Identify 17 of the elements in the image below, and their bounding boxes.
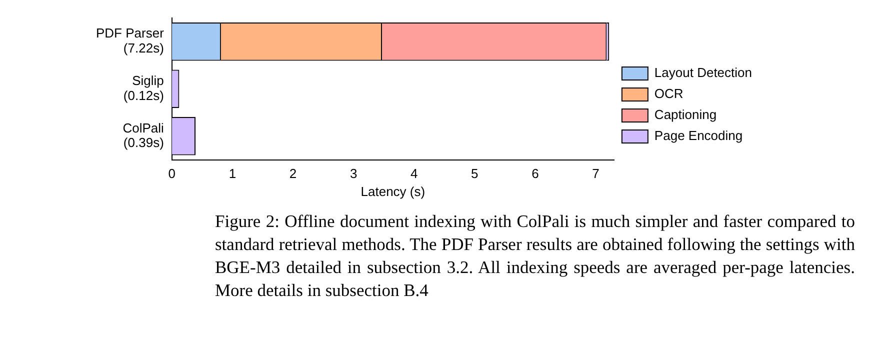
y-tick-label: Siglip (0.12s) [123,72,164,103]
x-tick-label: 5 [471,166,478,182]
legend-label: Page Encoding [654,128,743,144]
legend-label: Layout Detection [654,65,752,80]
x-tick-label: 2 [289,166,297,182]
x-tick-label: 4 [410,166,418,182]
y-tick-label: PDF Parser (7.22s) [96,26,165,56]
x-tick-label: 3 [350,166,358,182]
x-tick-label: 7 [592,166,600,182]
x-tick-label: 0 [168,166,176,182]
legend-label: Captioning [654,107,717,122]
caption: Figure 2: Offline document indexing with ColPali is much simpler and faster compared to standard retrieval methods. The PDF Parser results are obtained following the settings with BGE-M3 detailed in subsection 3.2. All indexing speeds are averaged per-page latencies. More details in subsection B.4 [215,210,855,302]
x-tick-label: 6 [532,166,539,182]
legend-label: OCR [654,86,684,102]
y-tick-label: ColPali (0.39s) [122,120,164,150]
x-axis-title: Latency (s) [360,184,426,199]
x-tick-label: 1 [228,166,236,182]
